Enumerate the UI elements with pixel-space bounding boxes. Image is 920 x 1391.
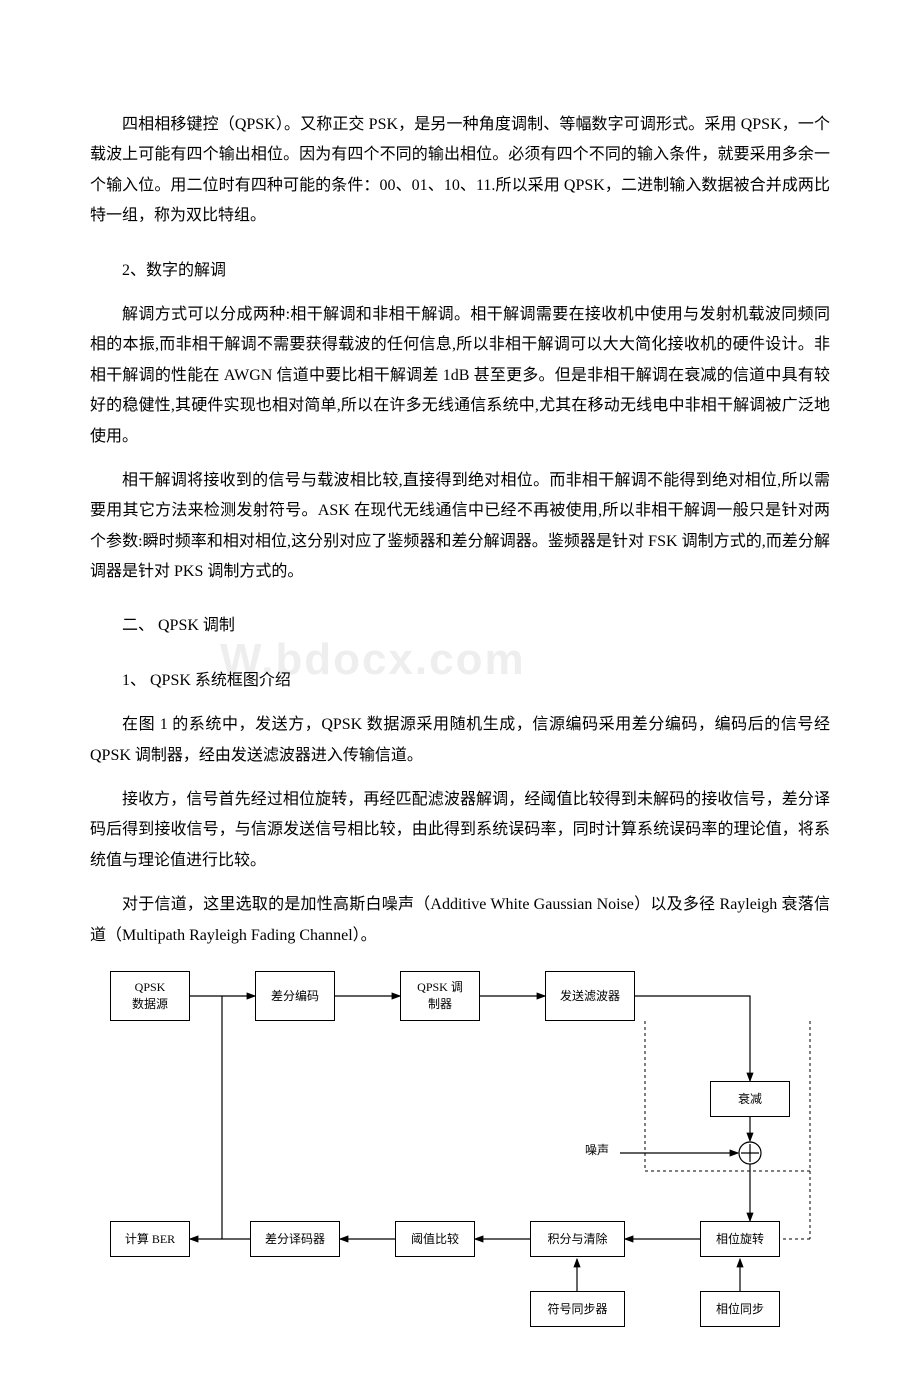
qpsk-flowchart: QPSK 数据源 差分编码 QPSK 调 制器 发送滤波器 衰减 噪声 计算 B…: [90, 971, 830, 1341]
node-diff-decode: 差分译码器: [250, 1221, 340, 1257]
node-integrate-label: 积分与清除: [547, 1231, 607, 1248]
node-phase-sync-label: 相位同步: [716, 1301, 764, 1318]
node-atten: 衰减: [710, 1081, 790, 1117]
node-qpsk-mod-l1: QPSK 调: [417, 979, 463, 996]
node-qpsk-source-l1: QPSK: [135, 979, 166, 996]
node-phase-rot: 相位旋转: [700, 1221, 780, 1257]
flowchart-arrows: [90, 971, 830, 1341]
paragraph-5: 接收方，信号首先经过相位旋转，再经匹配滤波器解调，经阈值比较得到未解码的接收信号…: [90, 785, 830, 876]
node-tx-filter: 发送滤波器: [545, 971, 635, 1021]
heading-digital-demod: 2、数字的解调: [90, 256, 830, 286]
node-threshold-label: 阈值比较: [411, 1231, 459, 1248]
node-threshold: 阈值比较: [395, 1221, 475, 1257]
paragraph-6: 对于信道，这里选取的是加性高斯白噪声（Additive White Gaussi…: [90, 890, 830, 951]
node-diff-encode: 差分编码: [255, 971, 335, 1021]
document-content: 四相相移键控（QPSK）。又称正交 PSK，是另一种角度调制、等幅数字可调形式。…: [90, 110, 830, 1341]
node-qpsk-mod: QPSK 调 制器: [400, 971, 480, 1021]
node-integrate: 积分与清除: [530, 1221, 625, 1257]
node-atten-label: 衰减: [738, 1091, 762, 1108]
paragraph-1: 四相相移键控（QPSK）。又称正交 PSK，是另一种角度调制、等幅数字可调形式。…: [90, 110, 830, 232]
paragraph-3: 相干解调将接收到的信号与载波相比较,直接得到绝对相位。而非相干解调不能得到绝对相…: [90, 466, 830, 588]
heading-qpsk-system: 1、 QPSK 系统框图介绍: [90, 666, 830, 696]
paragraph-2: 解调方式可以分成两种:相干解调和非相干解调。相干解调需要在接收机中使用与发射机载…: [90, 300, 830, 452]
node-diff-decode-label: 差分译码器: [265, 1231, 325, 1248]
node-qpsk-source-l2: 数据源: [132, 996, 168, 1013]
node-qpsk-source: QPSK 数据源: [110, 971, 190, 1021]
paragraph-4: 在图 1 的系统中，发送方，QPSK 数据源采用随机生成，信源编码采用差分编码，…: [90, 710, 830, 771]
node-symbol-sync: 符号同步器: [530, 1291, 625, 1327]
node-diff-encode-label: 差分编码: [271, 988, 319, 1005]
node-phase-rot-label: 相位旋转: [716, 1231, 764, 1248]
node-tx-filter-label: 发送滤波器: [560, 988, 620, 1005]
node-symbol-sync-label: 符号同步器: [547, 1301, 607, 1318]
node-calc-ber: 计算 BER: [110, 1221, 190, 1257]
noise-label: 噪声: [585, 1139, 609, 1162]
heading-qpsk: 二、 QPSK 调制: [90, 611, 830, 641]
node-qpsk-mod-l2: 制器: [428, 996, 452, 1013]
node-phase-sync: 相位同步: [700, 1291, 780, 1327]
node-calc-ber-label: 计算 BER: [125, 1231, 175, 1248]
